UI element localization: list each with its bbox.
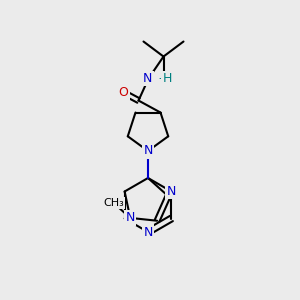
- Text: N: N: [143, 145, 153, 158]
- Text: N: N: [125, 212, 135, 224]
- Text: N: N: [143, 72, 152, 85]
- Text: -: -: [158, 72, 163, 85]
- Text: CH₃: CH₃: [103, 198, 124, 208]
- Text: H: H: [163, 72, 172, 85]
- Text: O: O: [118, 86, 128, 99]
- Text: N: N: [167, 185, 176, 198]
- Text: N: N: [143, 226, 153, 238]
